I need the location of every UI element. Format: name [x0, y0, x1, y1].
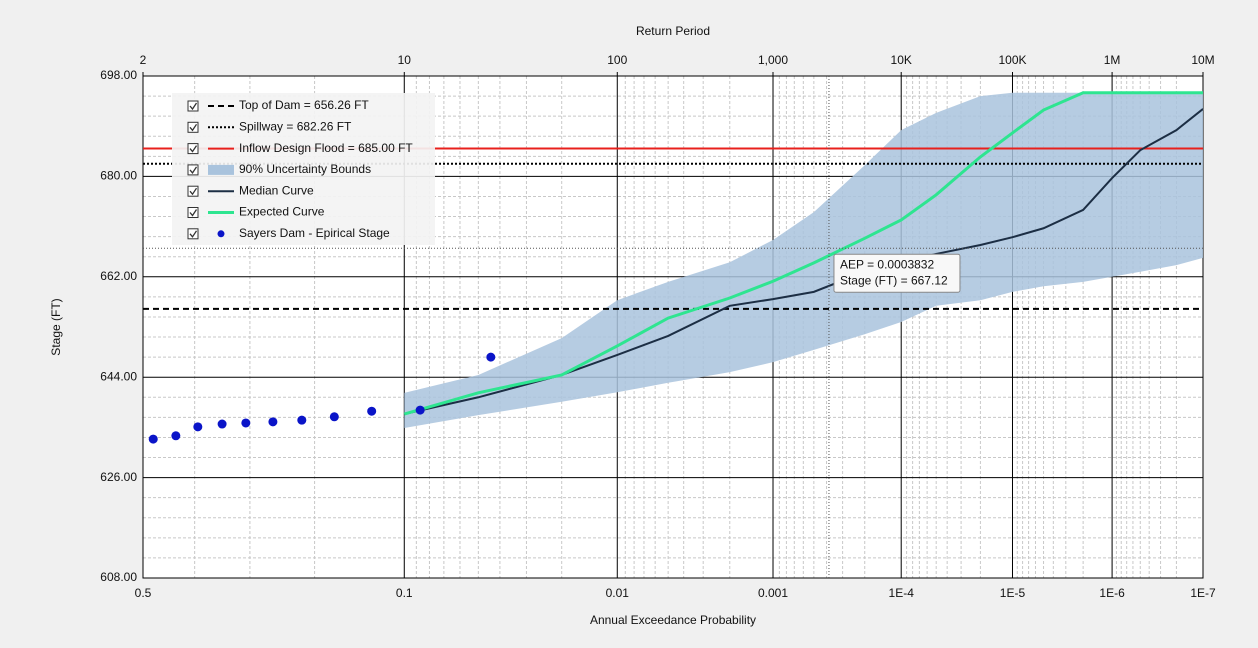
legend-check [189, 166, 198, 174]
tooltip-text: Stage (FT) = 667.12 [840, 273, 948, 287]
data-point [193, 422, 203, 432]
y-tick-label: 662.00 [100, 269, 137, 283]
legend-checkbox [187, 100, 199, 112]
legend-check [189, 230, 198, 238]
legend-check [189, 123, 198, 132]
legend-label: Spillway = 682.26 FT [239, 119, 352, 133]
x2-tick-label: 10K [891, 53, 912, 67]
x2-tick-label: 10M [1191, 53, 1214, 67]
data-point [367, 406, 377, 416]
curve [403, 91, 1203, 416]
legend-item[interactable]: Inflow Design Flood = 685.00 FT [187, 141, 413, 155]
y-tick-label: 680.00 [100, 169, 137, 183]
data-point [297, 415, 307, 425]
data-point [268, 417, 278, 427]
legend-check [189, 187, 198, 196]
legend-checkbox [187, 121, 199, 133]
tooltip-box [833, 253, 961, 293]
x-tick-label: 0.01 [606, 586, 630, 600]
y-axis-label: Stage (FT) [49, 298, 63, 355]
legend-item[interactable]: Spillway = 682.26 FT [187, 119, 352, 133]
legend-checkbox [187, 164, 199, 176]
legend-label: Inflow Design Flood = 685.00 FT [239, 141, 413, 155]
data-point [415, 405, 425, 415]
legend-item[interactable]: Expected Curve [187, 205, 325, 219]
data-point [329, 412, 339, 422]
legend-label: Median Curve [239, 183, 314, 197]
legend-checkbox [187, 143, 199, 155]
x2-tick-label: 2 [140, 53, 147, 67]
chart-title: Return Period [636, 24, 710, 38]
legend-label: Expected Curve [239, 205, 325, 219]
x-tick-label: 0.5 [135, 586, 152, 600]
data-point [241, 418, 251, 428]
y-tick-label: 644.00 [100, 369, 137, 383]
legend: Top of Dam = 656.26 FT Spillway = 682.26 … [172, 93, 435, 245]
x2-tick-label: 100 [607, 53, 627, 67]
y-tick-label: 698.00 [100, 68, 137, 82]
y-tick-label: 608.00 [100, 570, 137, 584]
x2-tick-label: 100K [998, 53, 1026, 67]
legend-item[interactable]: Sayers Dam - Epirical Stage [187, 226, 390, 240]
x-tick-label: 1E-5 [1000, 586, 1026, 600]
legend-checkbox [187, 185, 199, 197]
x-tick-label: 1E-6 [1099, 586, 1125, 600]
data-point [171, 431, 181, 441]
legend-item[interactable]: 90% Uncertainty Bounds [187, 162, 371, 176]
x-axis-label: Annual Exceedance Probability [590, 613, 756, 627]
legend-label: Sayers Dam - Epirical Stage [239, 226, 390, 240]
x-tick-label: 1E-7 [1190, 586, 1216, 600]
data-point [148, 434, 158, 444]
x-tick-label: 0.1 [396, 586, 413, 600]
legend-check [189, 209, 198, 217]
x2-tick-label: 1M [1104, 53, 1121, 67]
legend-swatch [208, 164, 234, 175]
plot-border [142, 75, 1204, 579]
legend-label: Top of Dam = 656.26 FT [239, 98, 369, 112]
y-tick-label: 626.00 [100, 470, 137, 484]
legend-checkbox [187, 228, 199, 240]
legend-swatch [217, 230, 225, 238]
data-point [486, 352, 496, 362]
legend-checkbox [187, 207, 199, 218]
x2-tick-label: 1,000 [758, 53, 788, 67]
data-point [217, 419, 227, 429]
legend-check [189, 145, 198, 153]
tooltip-text: AEP = 0.0003832 [840, 257, 935, 271]
legend-item[interactable]: Median Curve [187, 183, 314, 197]
legend-check [189, 102, 198, 111]
legend-item[interactable]: Top of Dam = 656.26 FT [187, 98, 369, 112]
x2-tick-label: 10 [398, 53, 412, 67]
uncertainty-band [404, 92, 1204, 428]
legend-label: 90% Uncertainty Bounds [239, 162, 371, 176]
x-tick-label: 1E-4 [889, 586, 915, 600]
x-tick-label: 0.001 [758, 586, 788, 600]
